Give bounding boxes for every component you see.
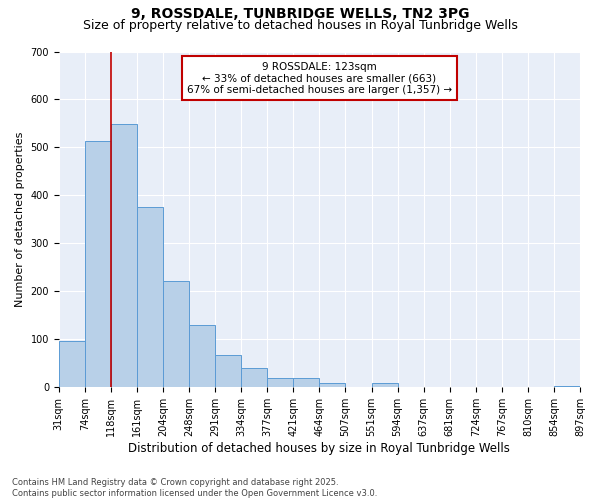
Bar: [189, 325, 215, 388]
Bar: [59, 341, 85, 388]
Bar: [293, 378, 319, 388]
X-axis label: Distribution of detached houses by size in Royal Tunbridge Wells: Distribution of detached houses by size …: [128, 442, 511, 455]
Text: Contains HM Land Registry data © Crown copyright and database right 2025.
Contai: Contains HM Land Registry data © Crown c…: [12, 478, 377, 498]
Bar: [85, 141, 111, 388]
Bar: [137, 208, 163, 388]
Y-axis label: Number of detached properties: Number of detached properties: [15, 132, 25, 307]
Text: 9 ROSSDALE: 123sqm
← 33% of detached houses are smaller (663)
67% of semi-detach: 9 ROSSDALE: 123sqm ← 33% of detached hou…: [187, 62, 452, 95]
Bar: [241, 368, 267, 388]
Text: Size of property relative to detached houses in Royal Tunbridge Wells: Size of property relative to detached ho…: [83, 19, 517, 32]
Bar: [319, 382, 346, 388]
Bar: [554, 386, 580, 388]
Bar: [163, 282, 189, 388]
Bar: [111, 124, 137, 388]
Bar: [267, 378, 293, 388]
Bar: [371, 382, 398, 388]
Text: 9, ROSSDALE, TUNBRIDGE WELLS, TN2 3PG: 9, ROSSDALE, TUNBRIDGE WELLS, TN2 3PG: [131, 8, 469, 22]
Bar: [215, 354, 241, 388]
